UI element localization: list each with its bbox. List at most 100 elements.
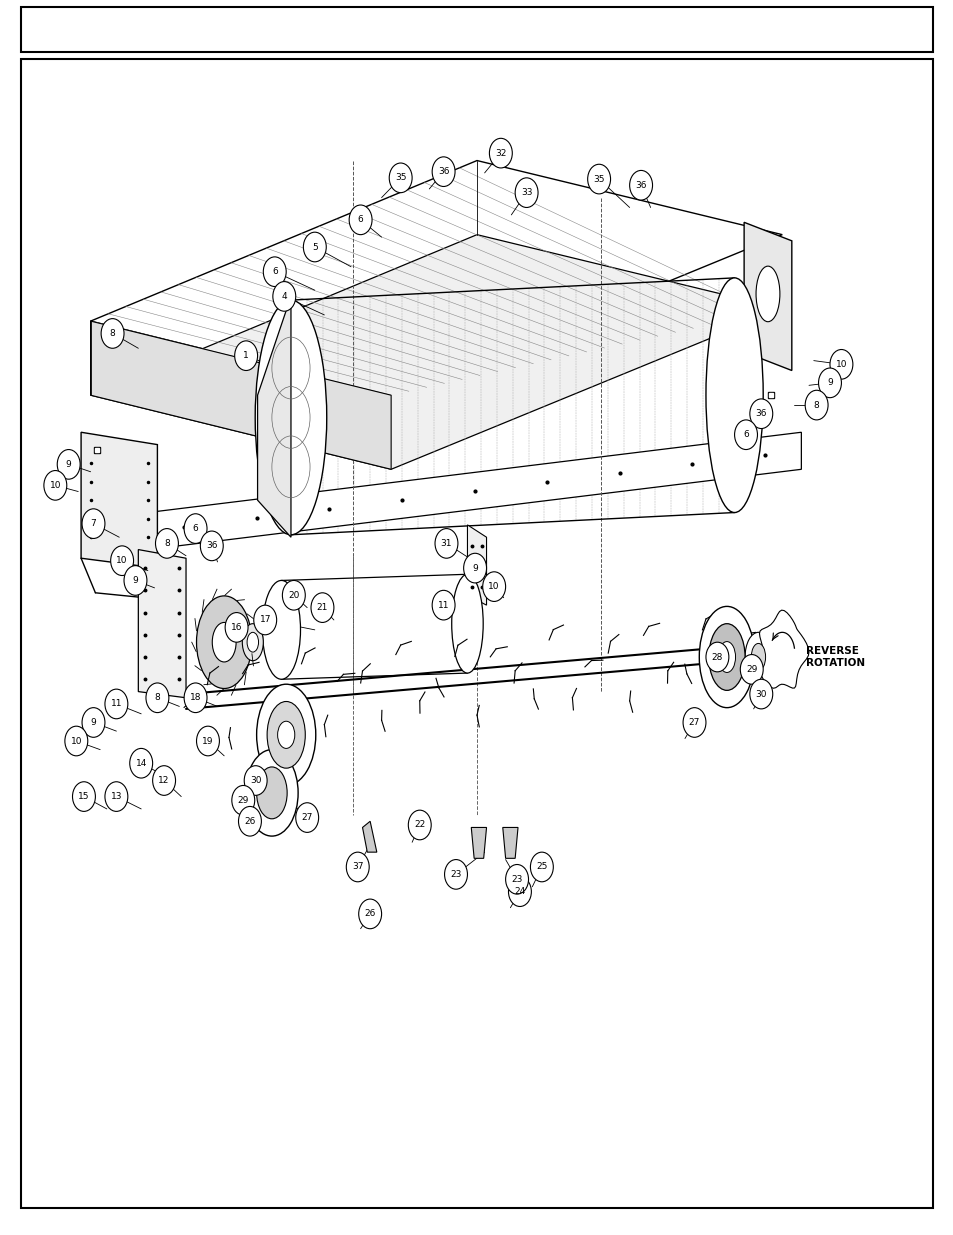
Circle shape [155,529,178,558]
Text: 9: 9 [826,378,832,388]
Ellipse shape [718,642,735,672]
Text: 5: 5 [312,242,317,252]
Text: 10: 10 [71,736,82,746]
Text: 37: 37 [352,862,363,872]
Circle shape [303,232,326,262]
Ellipse shape [699,606,754,708]
Text: 32: 32 [495,148,506,158]
Ellipse shape [705,278,762,513]
Text: 15: 15 [78,792,90,802]
Text: 10: 10 [488,582,499,592]
Polygon shape [502,827,517,858]
Circle shape [295,803,318,832]
Circle shape [232,785,254,815]
Text: 8: 8 [110,329,115,338]
Text: 33: 33 [520,188,532,198]
Circle shape [282,580,305,610]
Circle shape [682,708,705,737]
Ellipse shape [254,300,326,535]
Ellipse shape [267,701,305,768]
Text: 14: 14 [135,758,147,768]
Circle shape [184,683,207,713]
Ellipse shape [256,767,287,819]
Text: 4: 4 [281,291,287,301]
Circle shape [432,157,455,186]
Text: 22: 22 [414,820,425,830]
Circle shape [105,689,128,719]
Text: 26: 26 [244,816,255,826]
Text: 10: 10 [835,359,846,369]
Text: 13: 13 [111,792,122,802]
Circle shape [463,553,486,583]
Circle shape [146,683,169,713]
Ellipse shape [744,632,771,682]
Circle shape [629,170,652,200]
Text: 10: 10 [116,556,128,566]
Text: 1: 1 [243,351,249,361]
Circle shape [82,509,105,538]
Circle shape [263,257,286,287]
Circle shape [72,782,95,811]
Circle shape [530,852,553,882]
Circle shape [408,810,431,840]
Polygon shape [81,432,157,568]
Text: 7: 7 [91,519,96,529]
Circle shape [130,748,152,778]
Ellipse shape [262,580,300,679]
Circle shape [184,514,207,543]
Polygon shape [743,222,791,370]
Text: 8: 8 [813,400,819,410]
Ellipse shape [708,624,744,690]
Text: 16: 16 [231,622,242,632]
Circle shape [734,420,757,450]
Polygon shape [362,821,376,852]
Circle shape [349,205,372,235]
Circle shape [346,852,369,882]
Circle shape [124,566,147,595]
Circle shape [482,572,505,601]
Circle shape [244,766,267,795]
Text: 29: 29 [745,664,757,674]
Text: 6: 6 [742,430,748,440]
Text: 6: 6 [272,267,277,277]
Circle shape [705,642,728,672]
Text: 24: 24 [514,887,525,897]
Ellipse shape [247,632,258,652]
Circle shape [829,350,852,379]
Circle shape [152,766,175,795]
Text: 27: 27 [688,718,700,727]
Circle shape [65,726,88,756]
Text: 11: 11 [111,699,122,709]
Ellipse shape [452,574,482,673]
Circle shape [311,593,334,622]
Text: 11: 11 [437,600,449,610]
Polygon shape [91,321,391,469]
Text: REVERSE
ROTATION: REVERSE ROTATION [805,646,864,668]
Circle shape [818,368,841,398]
Circle shape [82,708,105,737]
Ellipse shape [196,597,252,689]
Text: 28: 28 [711,652,722,662]
Text: 29: 29 [237,795,249,805]
Text: 6: 6 [193,524,198,534]
Text: 6: 6 [357,215,363,225]
Ellipse shape [755,267,779,322]
Circle shape [238,806,261,836]
Text: 9: 9 [66,459,71,469]
Circle shape [804,390,827,420]
Text: 36: 36 [755,409,766,419]
Text: 26: 26 [364,909,375,919]
Text: 21: 21 [316,603,328,613]
Circle shape [489,138,512,168]
Ellipse shape [751,643,765,671]
Text: 30: 30 [755,689,766,699]
Ellipse shape [256,684,315,785]
Bar [21,7,932,52]
Polygon shape [257,296,291,537]
Circle shape [505,864,528,894]
Text: 30: 30 [250,776,261,785]
Circle shape [101,319,124,348]
Ellipse shape [242,624,263,661]
Polygon shape [471,827,486,858]
Text: 19: 19 [202,736,213,746]
